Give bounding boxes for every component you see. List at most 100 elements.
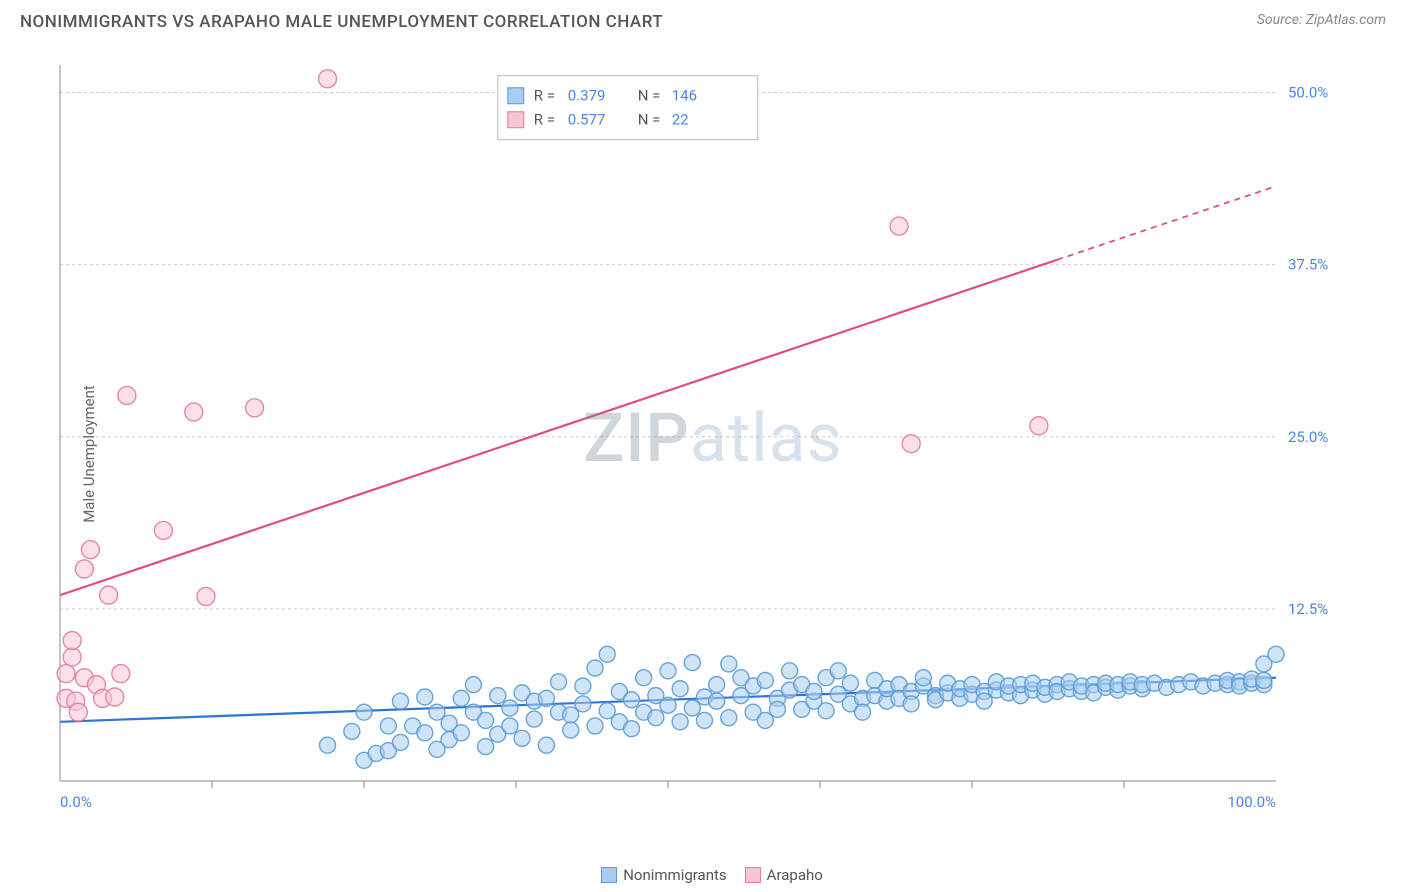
data-point xyxy=(636,670,652,686)
y-tick-label: 37.5% xyxy=(1288,256,1328,274)
data-point xyxy=(63,632,81,650)
data-point xyxy=(154,521,172,539)
data-point xyxy=(915,670,931,686)
legend-r-label: R = xyxy=(534,87,555,105)
data-point xyxy=(538,690,554,706)
x-tick-label: 0.0% xyxy=(60,793,92,811)
data-point xyxy=(818,703,834,719)
legend-swatch xyxy=(745,867,761,883)
data-point xyxy=(319,70,337,88)
data-point xyxy=(197,587,215,605)
legend-swatch xyxy=(508,88,524,104)
chart-area: Male Unemployment 12.5% 25.0% 37.5% 50.0% 0.… xyxy=(50,55,1376,852)
legend-n-value: 146 xyxy=(672,87,697,105)
data-point xyxy=(830,663,846,679)
data-point xyxy=(624,692,640,708)
data-point xyxy=(902,435,920,453)
source-link[interactable]: ZipAtlas.com xyxy=(1306,12,1386,28)
data-point xyxy=(855,704,871,720)
data-point xyxy=(392,734,408,750)
source-attribution: Source: ZipAtlas.com xyxy=(1257,12,1386,28)
data-point xyxy=(1256,672,1272,688)
y-tick-label: 25.0% xyxy=(1288,428,1328,446)
data-point xyxy=(453,690,469,706)
legend-swatch xyxy=(508,112,524,128)
data-point xyxy=(903,696,919,712)
data-point xyxy=(246,399,264,417)
data-point xyxy=(1030,417,1048,435)
data-point xyxy=(842,675,858,691)
data-point xyxy=(587,660,603,676)
legend-r-value: 0.577 xyxy=(568,111,606,129)
legend-n-label: N = xyxy=(638,87,661,105)
data-point xyxy=(709,677,725,693)
legend-n-value: 22 xyxy=(672,111,689,129)
legend-n-label: N = xyxy=(638,111,661,129)
data-point xyxy=(81,541,99,559)
legend-series-label: Arapaho xyxy=(767,866,823,884)
data-point xyxy=(100,586,118,604)
data-point xyxy=(502,700,518,716)
data-point xyxy=(185,403,203,421)
data-point xyxy=(392,693,408,709)
trend-line xyxy=(60,260,1057,595)
data-point xyxy=(478,739,494,755)
data-point xyxy=(344,723,360,739)
data-point xyxy=(890,217,908,235)
data-point xyxy=(526,711,542,727)
data-point xyxy=(112,665,130,683)
data-point xyxy=(380,718,396,734)
legend-swatch xyxy=(601,867,617,883)
data-point xyxy=(118,386,136,404)
data-point xyxy=(75,560,93,578)
data-point xyxy=(587,718,603,734)
data-point xyxy=(57,665,75,683)
data-point xyxy=(502,718,518,734)
bottom-legend: Nonimmigrants Arapaho xyxy=(0,866,1406,884)
data-point xyxy=(782,663,798,679)
scatter-plot: 12.5% 25.0% 37.5% 50.0% 0.0% 100.0% R = 0.379 N … xyxy=(50,55,1340,815)
chart-title: NONIMMIGRANTS VS ARAPAHO MALE UNEMPLOYME… xyxy=(20,12,663,32)
data-point xyxy=(563,722,579,738)
data-point xyxy=(648,710,664,726)
legend-r-value: 0.379 xyxy=(568,87,606,105)
y-axis-label: Male Unemployment xyxy=(80,385,98,523)
data-point xyxy=(757,672,773,688)
data-point xyxy=(417,725,433,741)
trend-line-extrapolated xyxy=(1057,186,1276,260)
x-tick-label: 100.0% xyxy=(1227,793,1276,811)
y-tick-label: 50.0% xyxy=(1288,84,1328,102)
data-point xyxy=(696,712,712,728)
legend-series-label: Nonimmigrants xyxy=(623,866,726,884)
data-point xyxy=(69,703,87,721)
data-point xyxy=(806,684,822,700)
data-point xyxy=(709,693,725,709)
data-point xyxy=(490,688,506,704)
data-point xyxy=(721,710,737,726)
data-point xyxy=(660,697,676,713)
data-point xyxy=(769,701,785,717)
data-point xyxy=(599,646,615,662)
y-tick-label: 12.5% xyxy=(1288,600,1328,618)
data-point xyxy=(63,648,81,666)
data-point xyxy=(672,714,688,730)
data-point xyxy=(320,737,336,753)
data-point xyxy=(684,655,700,671)
data-point xyxy=(721,656,737,672)
data-point xyxy=(1268,646,1284,662)
data-point xyxy=(575,696,591,712)
data-point xyxy=(672,681,688,697)
data-point xyxy=(575,678,591,694)
legend-r-label: R = xyxy=(534,111,555,129)
stats-legend xyxy=(498,76,758,140)
data-point xyxy=(417,689,433,705)
data-point xyxy=(478,712,494,728)
data-point xyxy=(453,725,469,741)
data-point xyxy=(624,721,640,737)
data-point xyxy=(465,677,481,693)
data-point xyxy=(538,737,554,753)
data-point xyxy=(356,704,372,720)
data-point xyxy=(106,688,124,706)
data-point xyxy=(514,730,530,746)
data-point xyxy=(660,663,676,679)
